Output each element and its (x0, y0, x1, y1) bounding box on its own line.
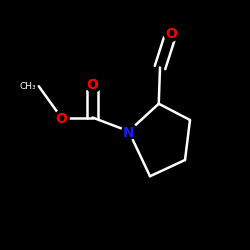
Text: N: N (123, 126, 134, 140)
Text: O: O (55, 112, 67, 126)
Text: O: O (86, 78, 99, 92)
Text: CH₃: CH₃ (20, 82, 36, 91)
Text: O: O (165, 27, 177, 41)
